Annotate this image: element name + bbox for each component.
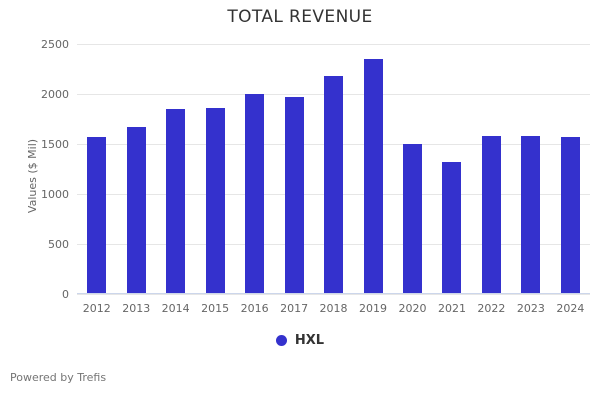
y-tick-label-500: 500 — [48, 238, 69, 251]
legend-label: HXL — [294, 333, 325, 348]
bar-2017[interactable] — [284, 97, 304, 294]
powered-by-trefis-credit: Powered by Trefis — [10, 371, 107, 384]
bar-2014[interactable] — [166, 108, 186, 294]
y-tick-label-1500: 1500 — [41, 138, 69, 151]
x-tick-label-2012: 2012 — [82, 302, 111, 315]
x-tick-label-2017: 2017 — [280, 302, 309, 315]
band-2015 — [195, 44, 234, 294]
y-tick-label-2000: 2000 — [41, 88, 69, 101]
legend-item-hxl[interactable]: HXL — [0, 333, 600, 348]
y-tick-label-0: 0 — [62, 288, 69, 301]
bars-region — [77, 44, 590, 294]
bar-2021[interactable] — [442, 161, 462, 294]
x-tick-label-2013: 2013 — [122, 302, 151, 315]
y-axis-title: Values ($ Mil) — [26, 138, 39, 214]
x-tick-label-2019: 2019 — [359, 302, 388, 315]
chart-title: TOTAL REVENUE — [227, 7, 373, 27]
band-2018 — [314, 44, 353, 294]
x-tick-label-2021: 2021 — [437, 302, 466, 315]
x-tick-label-2015: 2015 — [201, 302, 230, 315]
bar-2019[interactable] — [363, 58, 383, 294]
x-axis-tick-labels: 2012 2013 2014 2015 2016 2017 2018 2019 2020 2021… — [77, 302, 590, 316]
bar-2012[interactable] — [87, 136, 107, 294]
bar-2016[interactable] — [245, 94, 265, 294]
x-tick-label-2020: 2020 — [398, 302, 427, 315]
bar-2022[interactable] — [481, 136, 501, 294]
legend-marker-icon — [275, 335, 287, 346]
bar-2023[interactable] — [521, 136, 541, 294]
band-2013 — [116, 44, 155, 294]
y-tick-label-2500: 2500 — [41, 38, 69, 51]
band-2024 — [551, 44, 590, 294]
gridline-0 — [77, 294, 590, 295]
bar-2024[interactable] — [560, 137, 580, 294]
bar-2013[interactable] — [126, 126, 146, 294]
band-2021 — [432, 44, 471, 294]
x-axis-line — [77, 293, 590, 294]
band-2017 — [274, 44, 313, 294]
x-tick-label-2023: 2023 — [516, 302, 545, 315]
plot-area — [77, 44, 590, 295]
bar-2015[interactable] — [205, 108, 225, 294]
band-2014 — [156, 44, 195, 294]
x-tick-label-2022: 2022 — [477, 302, 506, 315]
x-tick-label-2018: 2018 — [319, 302, 348, 315]
gridline-2500 — [77, 44, 590, 45]
bar-2020[interactable] — [402, 144, 422, 294]
band-2016 — [235, 44, 274, 294]
band-2012 — [77, 44, 116, 294]
band-2019 — [353, 44, 392, 294]
x-tick-label-2014: 2014 — [161, 302, 190, 315]
band-2020 — [393, 44, 432, 294]
band-2022 — [472, 44, 511, 294]
y-tick-label-1000: 1000 — [41, 188, 69, 201]
x-tick-label-2016: 2016 — [240, 302, 269, 315]
bar-2018[interactable] — [324, 75, 344, 294]
x-tick-label-2024: 2024 — [556, 302, 585, 315]
band-2023 — [511, 44, 550, 294]
